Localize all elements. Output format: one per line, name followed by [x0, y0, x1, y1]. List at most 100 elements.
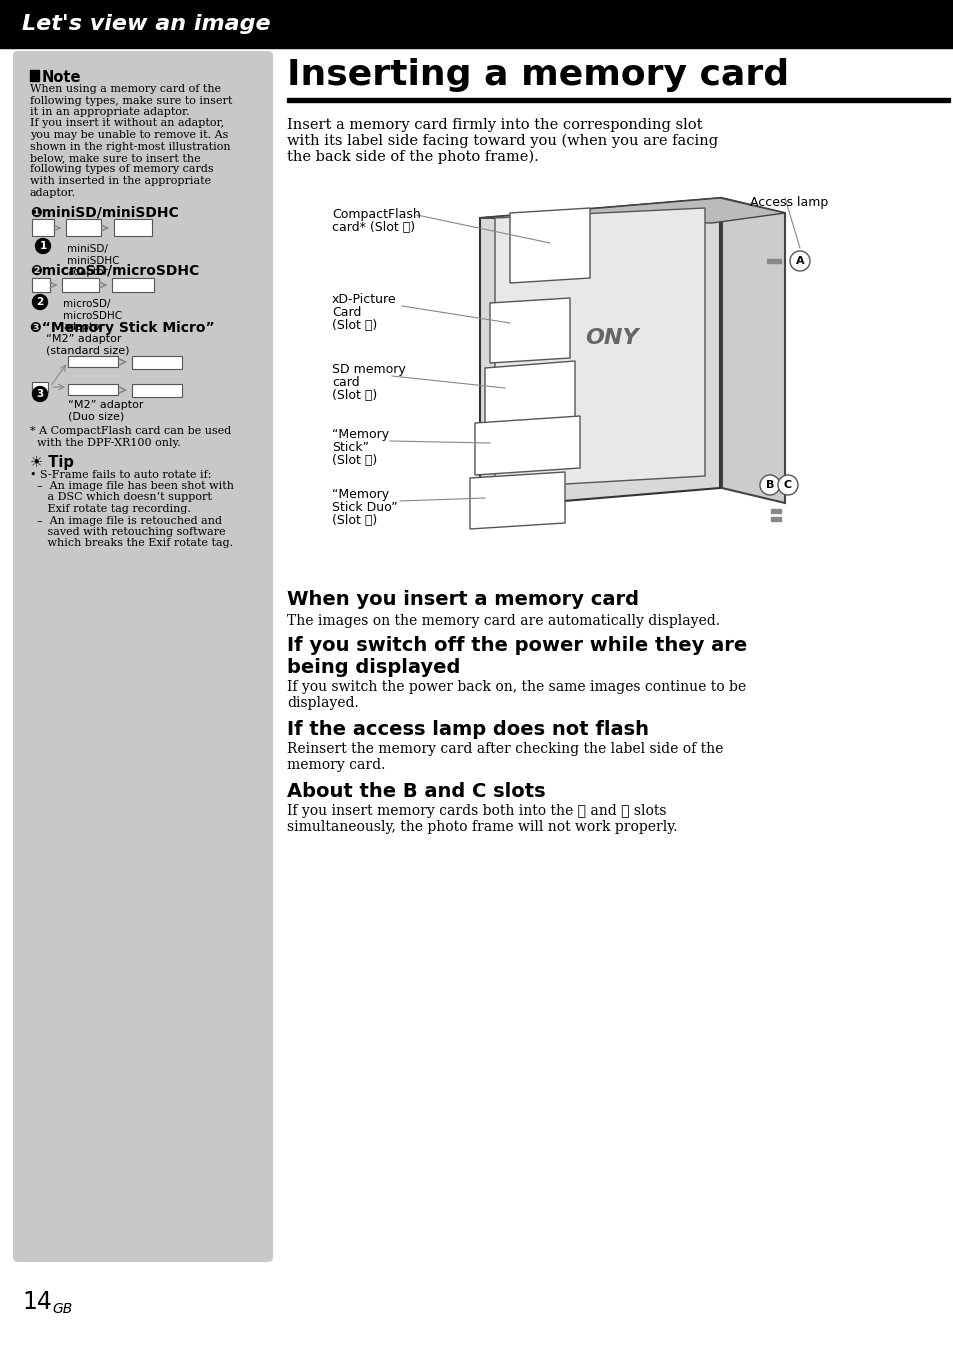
- Text: (Slot Ⓑ): (Slot Ⓑ): [332, 389, 376, 402]
- Text: Insert a memory card firmly into the corresponding slot: Insert a memory card firmly into the cor…: [287, 118, 701, 132]
- Text: CompactFlash: CompactFlash: [332, 208, 420, 220]
- Text: shown in the right-most illustration: shown in the right-most illustration: [30, 142, 231, 151]
- Text: Reinsert the memory card after checking the label side of the: Reinsert the memory card after checking …: [287, 742, 722, 756]
- Circle shape: [32, 387, 48, 402]
- Text: card* (Slot Ⓐ): card* (Slot Ⓐ): [332, 220, 415, 234]
- Bar: [770, 516, 781, 521]
- Text: Let's view an image: Let's view an image: [22, 14, 271, 34]
- Circle shape: [35, 238, 51, 254]
- Text: Card: Card: [332, 306, 361, 319]
- Polygon shape: [475, 416, 579, 475]
- Text: Stick”: Stick”: [332, 441, 369, 454]
- Text: * A CompactFlash card can be used: * A CompactFlash card can be used: [30, 426, 231, 435]
- Text: below, make sure to insert the: below, make sure to insert the: [30, 153, 200, 164]
- Bar: [322, 173, 944, 573]
- Polygon shape: [479, 197, 784, 223]
- Polygon shape: [479, 197, 720, 508]
- Text: Stick Duo”: Stick Duo”: [332, 502, 397, 514]
- Polygon shape: [721, 197, 784, 503]
- Circle shape: [778, 475, 797, 495]
- Polygon shape: [510, 208, 589, 283]
- Text: ❷microSD/microSDHC: ❷microSD/microSDHC: [30, 264, 199, 277]
- Bar: [62, 279, 99, 292]
- Text: Inserting a memory card: Inserting a memory card: [287, 58, 788, 92]
- Bar: [68, 384, 118, 395]
- Text: saved with retouching software: saved with retouching software: [30, 527, 226, 537]
- Text: The images on the memory card are automatically displayed.: The images on the memory card are automa…: [287, 614, 720, 627]
- Bar: [30, 70, 39, 81]
- Polygon shape: [470, 472, 564, 529]
- Text: you may be unable to remove it. As: you may be unable to remove it. As: [30, 130, 228, 141]
- Text: SD memory: SD memory: [332, 362, 405, 376]
- Text: About the B and C slots: About the B and C slots: [287, 781, 545, 800]
- Text: displayed.: displayed.: [287, 696, 358, 710]
- Text: it in an appropriate adaptor.: it in an appropriate adaptor.: [30, 107, 190, 118]
- Text: being displayed: being displayed: [287, 658, 460, 677]
- Bar: [112, 279, 153, 292]
- Text: card: card: [332, 376, 359, 389]
- Text: C: C: [783, 480, 791, 489]
- Text: –  An image file has been shot with: – An image file has been shot with: [30, 481, 233, 491]
- Text: which breaks the Exif rotate tag.: which breaks the Exif rotate tag.: [30, 538, 233, 549]
- Bar: [766, 260, 781, 264]
- Text: B: B: [765, 480, 774, 489]
- Text: If you switch off the power while they are: If you switch off the power while they a…: [287, 635, 746, 654]
- Text: 2: 2: [36, 297, 44, 307]
- Bar: [132, 356, 182, 369]
- Bar: [132, 384, 182, 397]
- Bar: [32, 383, 48, 392]
- Polygon shape: [484, 361, 575, 430]
- Text: the back side of the photo frame).: the back side of the photo frame).: [287, 150, 538, 165]
- Text: When using a memory card of the: When using a memory card of the: [30, 84, 221, 95]
- Text: Note: Note: [42, 70, 81, 85]
- Text: following types of memory cards: following types of memory cards: [30, 165, 213, 174]
- Text: 14: 14: [22, 1290, 51, 1314]
- Circle shape: [789, 251, 809, 270]
- Text: adaptor.: adaptor.: [30, 188, 76, 197]
- Text: ☀️ Tip: ☀️ Tip: [30, 456, 73, 470]
- Bar: [68, 356, 118, 366]
- Text: If you switch the power back on, the same images continue to be: If you switch the power back on, the sam…: [287, 680, 745, 694]
- Bar: [113, 219, 152, 237]
- Bar: [32, 279, 50, 292]
- Text: 3: 3: [36, 389, 44, 399]
- Text: miniSD/
miniSDHC
adaptor: miniSD/ miniSDHC adaptor: [67, 243, 119, 277]
- Text: GB: GB: [52, 1302, 72, 1315]
- Text: Exif rotate tag recording.: Exif rotate tag recording.: [30, 504, 191, 514]
- Bar: [66, 219, 101, 237]
- Text: “M2” adaptor
(Duo size): “M2” adaptor (Duo size): [68, 400, 143, 422]
- Text: If you insert it without an adaptor,: If you insert it without an adaptor,: [30, 119, 224, 128]
- Text: A: A: [795, 256, 803, 266]
- Bar: [32, 219, 54, 237]
- Text: 1: 1: [39, 241, 47, 251]
- Text: microSD/
microSDHC
adaptor: microSD/ microSDHC adaptor: [63, 299, 122, 333]
- Text: with the DPF-XR100 only.: with the DPF-XR100 only.: [30, 438, 180, 448]
- Text: • S-Frame fails to auto rotate if:: • S-Frame fails to auto rotate if:: [30, 469, 212, 480]
- Polygon shape: [490, 297, 569, 362]
- Text: “Memory: “Memory: [332, 488, 389, 502]
- Text: with inserted in the appropriate: with inserted in the appropriate: [30, 176, 211, 187]
- Circle shape: [32, 295, 48, 310]
- Bar: [0, 0, 953, 49]
- Circle shape: [760, 475, 780, 495]
- Text: When you insert a memory card: When you insert a memory card: [287, 589, 639, 608]
- Text: If you insert memory cards both into the Ⓑ and Ⓒ slots: If you insert memory cards both into the…: [287, 804, 666, 818]
- Text: If the access lamp does not flash: If the access lamp does not flash: [287, 721, 648, 740]
- Bar: [287, 97, 949, 101]
- Text: simultaneously, the photo frame will not work properly.: simultaneously, the photo frame will not…: [287, 821, 677, 834]
- Text: memory card.: memory card.: [287, 758, 385, 772]
- Text: Access lamp: Access lamp: [749, 196, 827, 210]
- FancyBboxPatch shape: [13, 51, 273, 1261]
- Text: ONY: ONY: [584, 327, 639, 347]
- Bar: [770, 508, 781, 512]
- Text: (Slot Ⓑ): (Slot Ⓑ): [332, 454, 376, 466]
- Text: xD-Picture: xD-Picture: [332, 293, 396, 306]
- Polygon shape: [495, 208, 704, 488]
- Text: “M2” adaptor
(standard size): “M2” adaptor (standard size): [46, 334, 130, 356]
- Text: with its label side facing toward you (when you are facing: with its label side facing toward you (w…: [287, 134, 718, 149]
- Text: following types, make sure to insert: following types, make sure to insert: [30, 96, 233, 105]
- Text: (Slot Ⓑ): (Slot Ⓑ): [332, 319, 376, 333]
- Text: ❸“Memory Stick Micro”: ❸“Memory Stick Micro”: [30, 320, 214, 335]
- Text: a DSC which doesn’t support: a DSC which doesn’t support: [30, 492, 212, 503]
- Text: “Memory: “Memory: [332, 429, 389, 441]
